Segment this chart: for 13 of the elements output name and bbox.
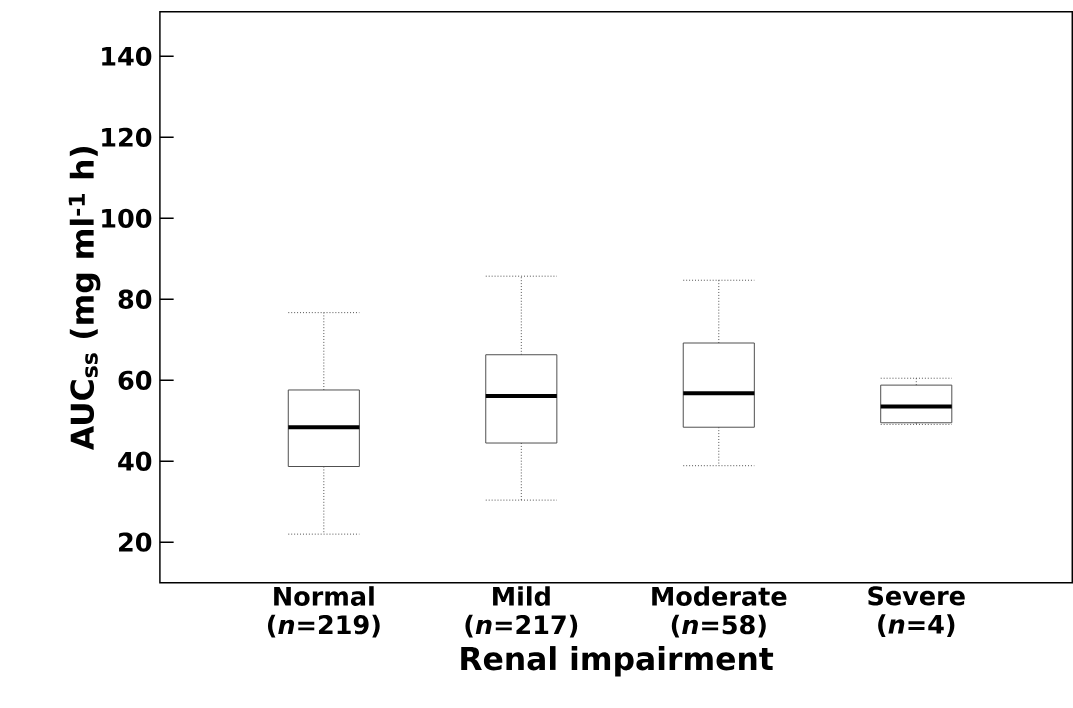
y-tick-label: 120 (102, 127, 152, 147)
y-tick-label: 80 (118, 289, 152, 309)
y-tick-label: 60 (118, 370, 152, 390)
x-tick-label: Mild (n=217) (465, 586, 578, 638)
y-axis-title: AUC$_{ss}$ (mg ml$^{-1}$ h) (68, 146, 101, 450)
y-tick-label: 100 (102, 208, 152, 228)
x-axis-title: Renal impairment (461, 645, 774, 677)
y-tick-label: 20 (119, 532, 152, 552)
x-tick-label: Severe (n=4) (868, 586, 965, 637)
x-tick-label: Moderate (n=58) (652, 586, 787, 638)
y-tick-label: 40 (118, 451, 152, 471)
y-tick-label: 140 (102, 46, 152, 66)
x-tick-label: Normal (n=219) (267, 586, 380, 638)
